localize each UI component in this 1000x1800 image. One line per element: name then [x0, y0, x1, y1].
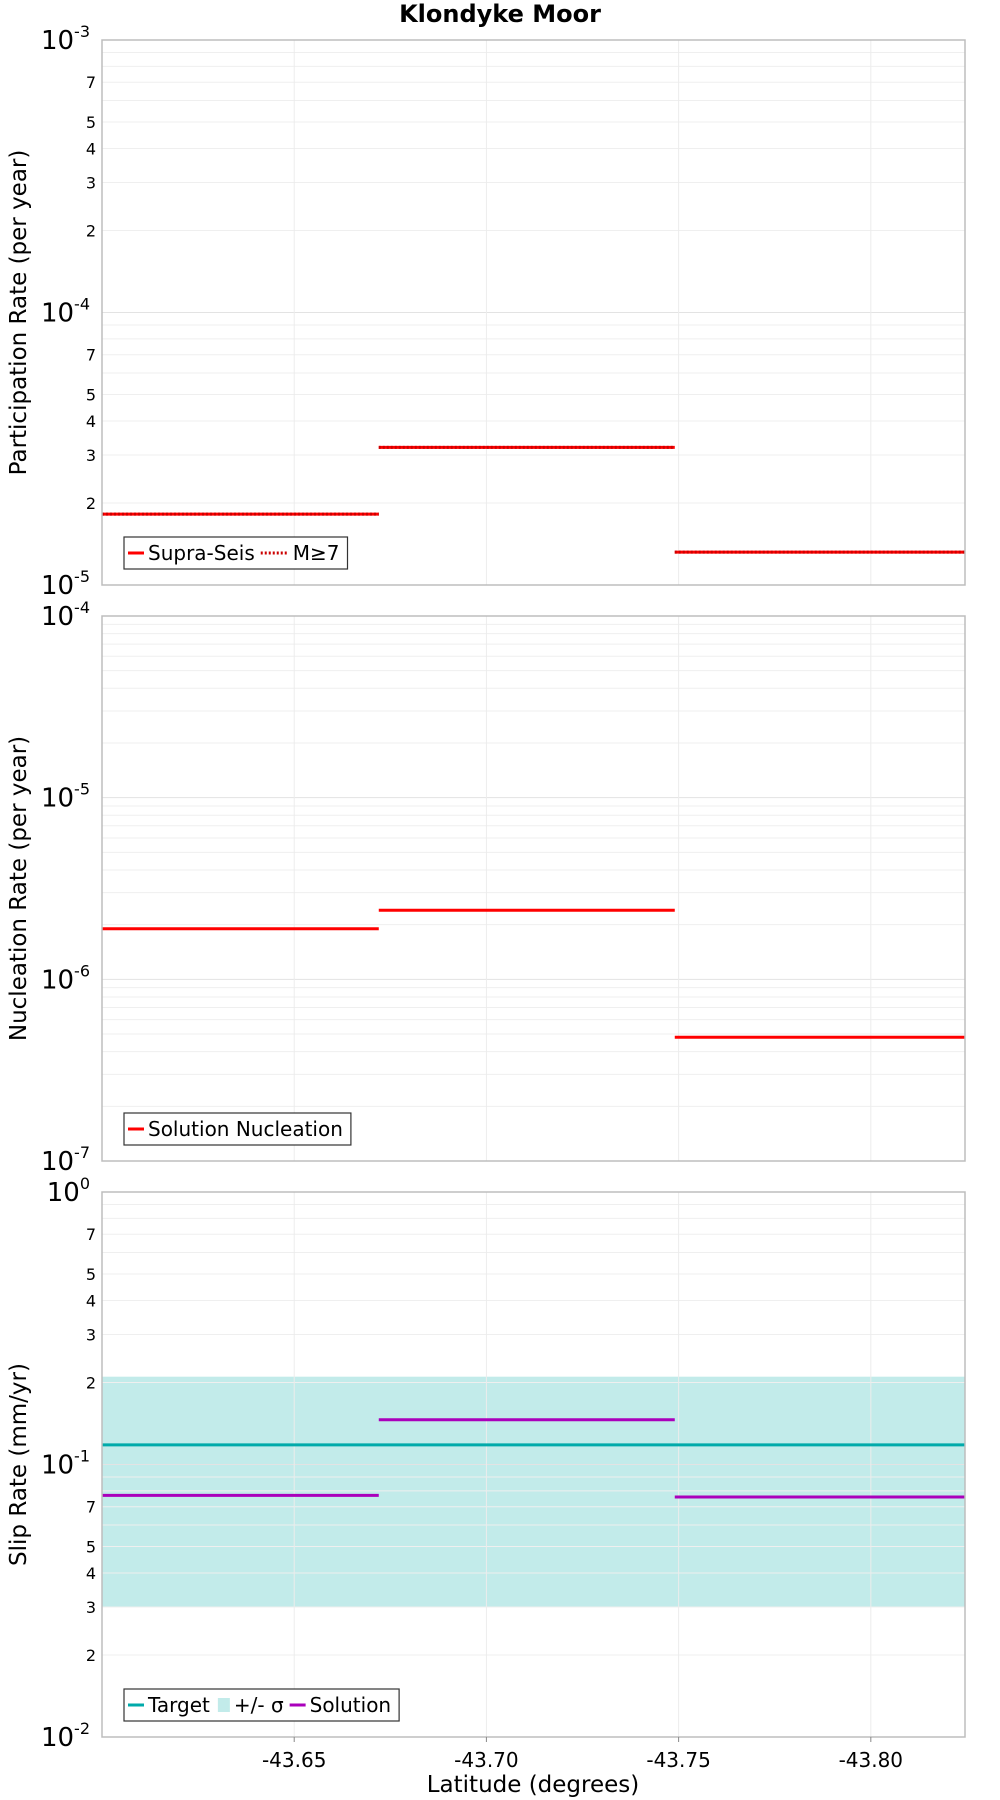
x-axis-label: Latitude (degrees) [427, 1772, 640, 1798]
y-minor-tick-label: 7 [86, 346, 96, 365]
series-solution [102, 1418, 965, 1499]
y-minor-tick-label: 5 [86, 386, 96, 405]
plot-frame [101, 615, 966, 1162]
legend-box [123, 1688, 400, 1722]
y-minor-tick-label: 3 [86, 1325, 96, 1344]
y-tick-label: 10-4 [41, 598, 90, 632]
legend-label: Supra-Seis [148, 541, 255, 565]
y-minor-tick-label: 2 [86, 1646, 96, 1665]
y-minor-tick-label: 2 [86, 221, 96, 240]
legend-item-supra-seis: Supra-Seis [128, 541, 255, 565]
grid [102, 616, 965, 1162]
legend-item-: +/- σ [217, 1693, 284, 1717]
y-tick-label: 100 [47, 1174, 90, 1208]
legend-label: +/- σ [234, 1693, 284, 1717]
y-minor-tick-label: 7 [86, 73, 96, 92]
legend: Target +/- σ Solution [123, 1688, 400, 1722]
plot-frame [101, 1191, 966, 1738]
y-minor-tick-label: 7 [86, 1225, 96, 1244]
y-minor-tick-label: 3 [86, 173, 96, 192]
legend-swatch [217, 1698, 230, 1712]
y-minor-tick-label: 4 [86, 412, 96, 431]
y-tick-label: 10-4 [41, 295, 90, 329]
y-axis-label: Nucleation Rate (per year) [6, 736, 32, 1041]
y-tick-label: 10-6 [41, 961, 90, 995]
legend: Supra-Seis M≥7 [123, 536, 349, 570]
y-minor-tick-label: 2 [86, 494, 96, 513]
x-tick-label: -43.65 [262, 1748, 326, 1772]
y-minor-tick-label: 5 [86, 1265, 96, 1284]
legend: Solution Nucleation [123, 1112, 352, 1146]
plot-area [102, 616, 965, 1161]
legend-box [123, 1112, 352, 1146]
x-tick-label: -43.70 [454, 1748, 518, 1772]
legend-item-target: Target [128, 1693, 210, 1717]
y-minor-tick-label: 2 [86, 1373, 96, 1392]
y-minor-tick-label: 7 [86, 1498, 96, 1517]
grid [102, 1192, 965, 1738]
panel-3: 100 10-1 10-2 7 5 4 3 2 7 5 4 3 2 Slip Rate (mm/yr) Ta… [6, 1174, 966, 1753]
y-tick-label: 10-5 [41, 780, 90, 814]
plot-frame [101, 39, 966, 586]
legend-box [123, 536, 349, 570]
sigma-band [102, 1376, 965, 1607]
y-tick-label: 10-3 [41, 22, 90, 56]
y-tick-label: 10-2 [41, 1719, 90, 1753]
legend-label: Solution Nucleation [148, 1117, 343, 1141]
y-tick-label: 10-5 [41, 567, 90, 601]
y-axis-label: Slip Rate (mm/yr) [6, 1363, 32, 1566]
chart-title: Klondyke Moor [399, 0, 601, 28]
legend-label: Solution [310, 1693, 391, 1717]
panel-1: 10-3 10-4 10-5 7 5 4 3 2 7 5 4 3 2 Participation Rate… [6, 22, 966, 601]
y-tick-label: 10-1 [41, 1447, 90, 1481]
y-minor-tick-label: 5 [86, 1538, 96, 1557]
y-tick-label: 10-7 [41, 1143, 90, 1177]
x-tick-label: -43.75 [646, 1748, 710, 1772]
series-solution-nucleation [102, 908, 965, 1039]
legend-label: M≥7 [293, 541, 340, 565]
legend-item-m-7: M≥7 [260, 541, 340, 565]
x-tick-label: -43.80 [839, 1748, 903, 1772]
x-axis: -43.65 -43.70 -43.75 -43.80 [262, 1737, 903, 1772]
y-minor-tick-label: 4 [86, 139, 96, 158]
y-minor-tick-label: 5 [86, 113, 96, 132]
panel-2: 10-4 10-5 10-6 10-7 Nucleation Rate (per yea… [6, 598, 966, 1177]
legend-item-solution: Solution [289, 1693, 391, 1717]
y-minor-tick-label: 4 [86, 1564, 96, 1583]
legend-label: Target [147, 1693, 210, 1717]
legend-item-solution-nucleation: Solution Nucleation [128, 1117, 343, 1141]
y-minor-tick-label: 3 [86, 446, 96, 465]
grid [102, 40, 965, 586]
y-axis-label: Participation Rate (per year) [6, 150, 32, 476]
y-minor-tick-label: 4 [86, 1291, 96, 1310]
y-minor-tick-label: 3 [86, 1598, 96, 1617]
series-m-7 [102, 445, 965, 554]
